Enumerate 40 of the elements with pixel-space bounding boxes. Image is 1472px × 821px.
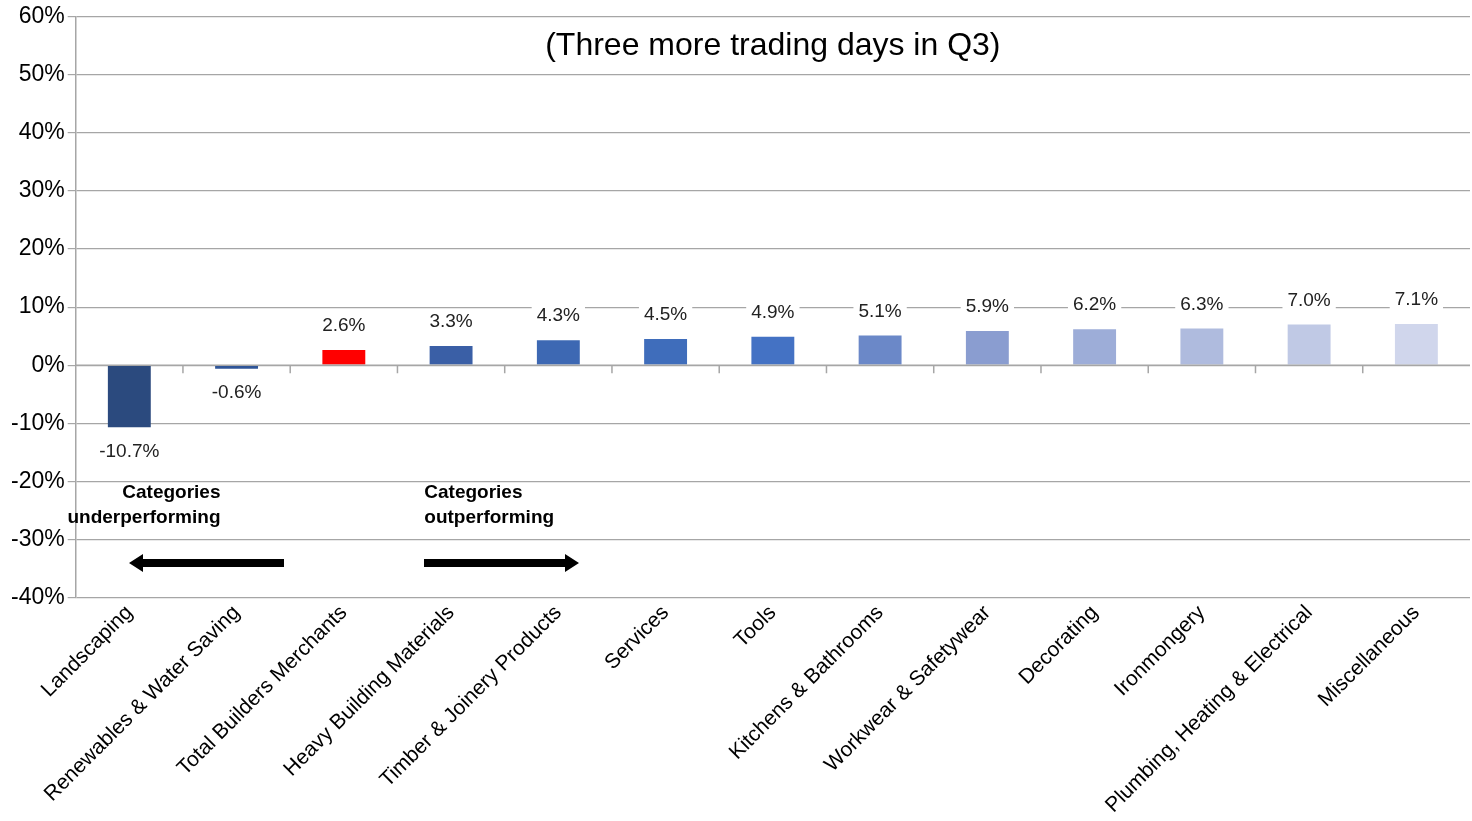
bar xyxy=(858,335,902,365)
bar xyxy=(1073,329,1117,365)
bar xyxy=(965,330,1009,365)
data-label: 5.9% xyxy=(965,295,1010,317)
y-tick-label: -10% xyxy=(10,408,65,435)
data-label: -10.7% xyxy=(99,439,160,461)
chart-title: (Three more trading days in Q3) xyxy=(545,25,1001,62)
y-tick-label: 20% xyxy=(18,234,65,261)
y-tick-label: -30% xyxy=(10,524,65,551)
bar xyxy=(751,336,795,365)
annotation: Categories outperforming xyxy=(424,481,555,528)
y-tick-label: 40% xyxy=(18,118,65,145)
data-label: 4.3% xyxy=(536,304,581,326)
bar xyxy=(536,340,580,365)
data-label: 4.5% xyxy=(643,303,688,325)
data-label: 6.3% xyxy=(1180,292,1224,314)
y-tick-label: 50% xyxy=(18,60,65,87)
data-label: 6.2% xyxy=(1072,293,1117,315)
bar xyxy=(215,365,259,369)
bar xyxy=(1287,324,1331,365)
y-tick-label: -40% xyxy=(10,582,65,609)
data-label: 2.6% xyxy=(322,314,366,336)
data-label: 3.3% xyxy=(429,310,473,332)
data-label: 7.1% xyxy=(1394,288,1439,310)
bar xyxy=(1394,323,1438,365)
annotation: Categories underperforming xyxy=(67,481,221,528)
bar xyxy=(1180,328,1224,365)
bar xyxy=(107,365,151,428)
y-tick-label: -20% xyxy=(10,466,65,493)
data-label: 7.0% xyxy=(1287,288,1331,310)
y-tick-label: 30% xyxy=(18,176,65,203)
data-label: -0.6% xyxy=(211,380,262,402)
data-label: 4.9% xyxy=(751,300,795,322)
y-tick-label: 0% xyxy=(31,350,65,377)
bar xyxy=(644,339,688,365)
y-tick-label: 10% xyxy=(18,292,65,319)
bar xyxy=(429,346,473,365)
data-label: 5.1% xyxy=(858,299,902,321)
y-tick-label: 60% xyxy=(18,2,65,29)
bar xyxy=(322,350,366,365)
